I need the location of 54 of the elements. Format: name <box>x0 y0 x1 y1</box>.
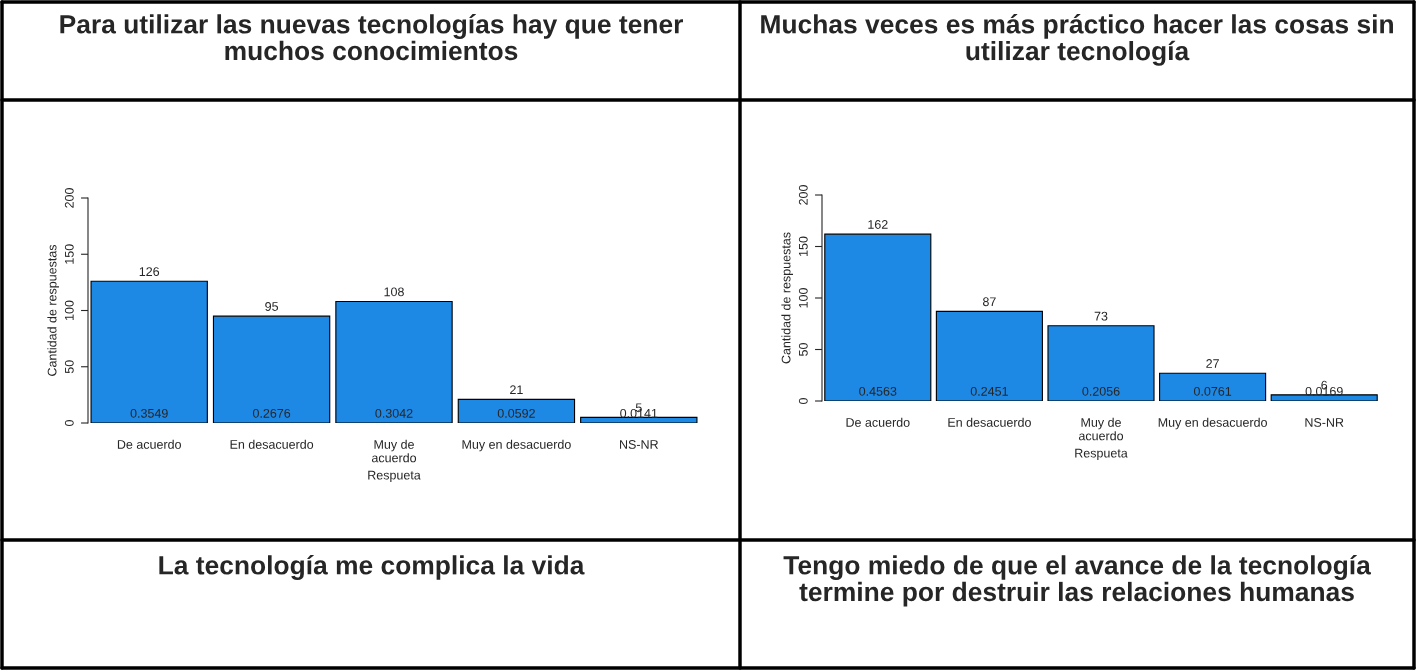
bar <box>935 310 1043 401</box>
x-tick-label: De acuerdo <box>846 417 910 427</box>
y-tick-label: 100 <box>798 288 808 308</box>
annotation: 0.3042 <box>375 408 413 418</box>
annotation: 0.0761 <box>1193 386 1232 396</box>
data-label: 95 <box>265 302 279 311</box>
y-tick-label: 200 <box>798 185 808 205</box>
data-label: 126 <box>139 267 160 276</box>
chart-title: Muchas veces es más práctico hacer las cosas sin utilizar tecnología <box>761 14 1393 66</box>
y-tick-label: 0 <box>798 398 808 404</box>
x-tick-label: En desacuerdo <box>948 417 1031 427</box>
data-label: 108 <box>384 287 404 297</box>
x-tick-label: NS-NR <box>1305 418 1344 427</box>
data-label: 21 <box>510 385 523 394</box>
data-label: 162 <box>868 220 888 229</box>
data-label: 27 <box>1206 359 1219 368</box>
annotation: 0.4563 <box>859 386 897 396</box>
y-tick-label: 200 <box>64 188 74 208</box>
bar <box>1270 394 1378 401</box>
bar <box>824 233 932 401</box>
x-tick-label: Muy de acuerdo <box>1078 417 1124 441</box>
x-axis-title: Respueta <box>1075 448 1128 460</box>
x-tick-label: En desacuerdo <box>230 439 314 449</box>
annotation: 0.2451 <box>970 386 1008 396</box>
text: Tengo miedo de que el avance de la tecnología termine por destruir las relaciones humanas <box>783 555 1371 607</box>
y-tick-label: 50 <box>64 360 74 374</box>
bar <box>90 280 208 423</box>
data-label: 73 <box>1094 311 1108 321</box>
x-tick-label: De acuerdo <box>117 439 181 449</box>
bar <box>1159 372 1267 401</box>
x-axis-title: Respueta <box>368 470 421 482</box>
x-tick-label: Muy en desacuerdo <box>1158 417 1267 430</box>
bar <box>335 300 453 423</box>
bar <box>212 315 331 423</box>
annotation: 0.2056 <box>1082 386 1120 396</box>
y-tick-label: 100 <box>64 300 74 320</box>
data-label: 87 <box>982 297 996 307</box>
annotation: 0.0592 <box>497 408 535 418</box>
annotation: 0.3549 <box>130 408 168 418</box>
y-axis-title: Cantidad de respuestas <box>781 232 793 364</box>
y-axis-title: Cantidad de respuestas <box>47 244 59 376</box>
bar <box>1047 325 1155 401</box>
x-tick-label: Muy en desacuerdo <box>462 439 571 452</box>
x-tick-label: NS-NR <box>620 440 659 449</box>
chart-title: Para utilizar las nuevas tecnologías hay que tener muchos conocimientos <box>60 14 684 61</box>
y-tick-label: 0 <box>64 420 74 426</box>
y-tick-label: 150 <box>798 236 808 256</box>
x-tick-label: Muy de acuerdo <box>371 439 417 463</box>
y-tick-label: 50 <box>798 343 808 356</box>
bar <box>457 398 576 423</box>
bar <box>580 416 698 423</box>
y-tick-label: 150 <box>64 244 74 264</box>
text: La tecnología me complica la vida <box>159 555 585 580</box>
annotation: 0.2676 <box>252 408 291 418</box>
